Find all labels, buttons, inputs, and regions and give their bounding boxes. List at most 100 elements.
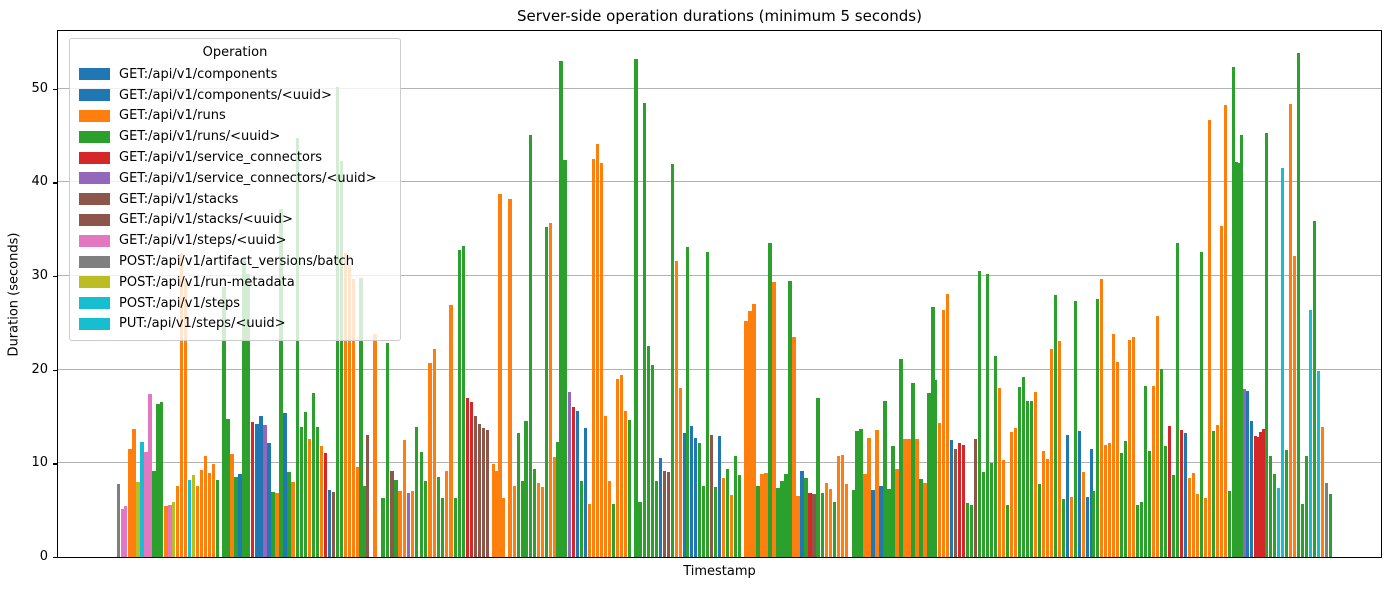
bar [275,493,279,557]
bar [211,464,215,557]
bar [1021,377,1025,557]
legend-swatch-icon [79,109,110,122]
bar [411,491,415,557]
bar [899,359,903,557]
bar [1321,426,1325,557]
legend-item-label: POST:/api/v1/run-metadata [119,274,295,290]
bar [993,356,997,557]
bar [784,473,788,557]
bar [1164,445,1168,557]
legend-swatch-icon [79,68,110,81]
gridline [58,274,1381,276]
bar [478,423,482,557]
bar [191,475,195,557]
bar [502,497,506,557]
bar [498,194,502,557]
bar [1100,278,1104,557]
bar [1216,424,1220,557]
bar [1301,503,1305,557]
bar [915,438,919,557]
bar [1132,336,1136,557]
bar [875,429,879,557]
bar [628,420,632,557]
bar [1073,301,1077,557]
bar [646,346,650,557]
bar [1224,105,1228,557]
bar [575,410,579,557]
bar [923,482,927,557]
bar [768,243,772,557]
bar [1234,161,1238,557]
bar [949,439,953,557]
bar [879,485,883,557]
legend-swatch-icon [79,234,110,247]
bar [179,253,183,557]
bar [965,502,969,557]
bar [1256,437,1260,557]
bar [432,349,436,557]
bar [495,470,499,557]
y-tick-label: 40 [31,174,48,190]
bar [714,486,718,557]
bar [381,497,385,557]
bar [694,438,698,557]
bar [521,481,525,557]
bar [1204,497,1208,557]
bar [394,480,398,557]
bar [764,472,768,557]
bar [466,397,470,557]
bar [116,483,120,557]
bar [300,426,304,557]
legend-swatch-icon [79,172,110,185]
bar [600,162,604,557]
bar [587,503,591,557]
bar [355,467,359,557]
legend-item: GET:/api/v1/service_connectors/<uuid> [79,168,391,189]
bar [1192,472,1196,557]
bar [829,488,833,557]
bar [512,485,516,557]
bar [402,439,406,557]
bar [312,393,316,557]
bar [997,388,1001,557]
bar [845,483,849,557]
bar [903,438,907,557]
bar [544,227,548,557]
legend-item: GET:/api/v1/steps/<uuid> [79,230,391,251]
legend-title: Operation [202,45,268,60]
bar [556,441,560,557]
bar [752,304,756,557]
bar [1309,309,1313,557]
legend-item: GET:/api/v1/service_connectors [79,147,391,168]
bar [833,501,837,557]
legend-item-label: GET:/api/v1/components/<uuid> [119,87,332,103]
bar [296,138,300,557]
bar [187,480,191,557]
bar [1212,430,1216,557]
bar [744,320,748,557]
bar [1220,226,1224,557]
bar [871,489,875,557]
bar [1069,497,1073,557]
legend-item: POST:/api/v1/artifact_versions/batch [79,251,391,272]
bar [441,497,445,557]
bar [259,416,263,557]
bar [175,485,179,557]
bar [373,334,377,557]
bar [199,469,203,557]
bar [1293,256,1297,557]
bar [532,468,536,557]
legend-swatch-icon [79,255,110,268]
bar [821,493,825,557]
bar [203,455,207,557]
bar [1196,494,1200,557]
bar [682,433,686,557]
legend-item: GET:/api/v1/stacks/<uuid> [79,210,391,231]
bar [222,287,226,557]
bar [1188,478,1192,557]
bar [710,435,714,557]
bar [941,309,945,557]
bar [1160,368,1164,557]
bar [969,504,973,557]
bar [164,506,168,557]
